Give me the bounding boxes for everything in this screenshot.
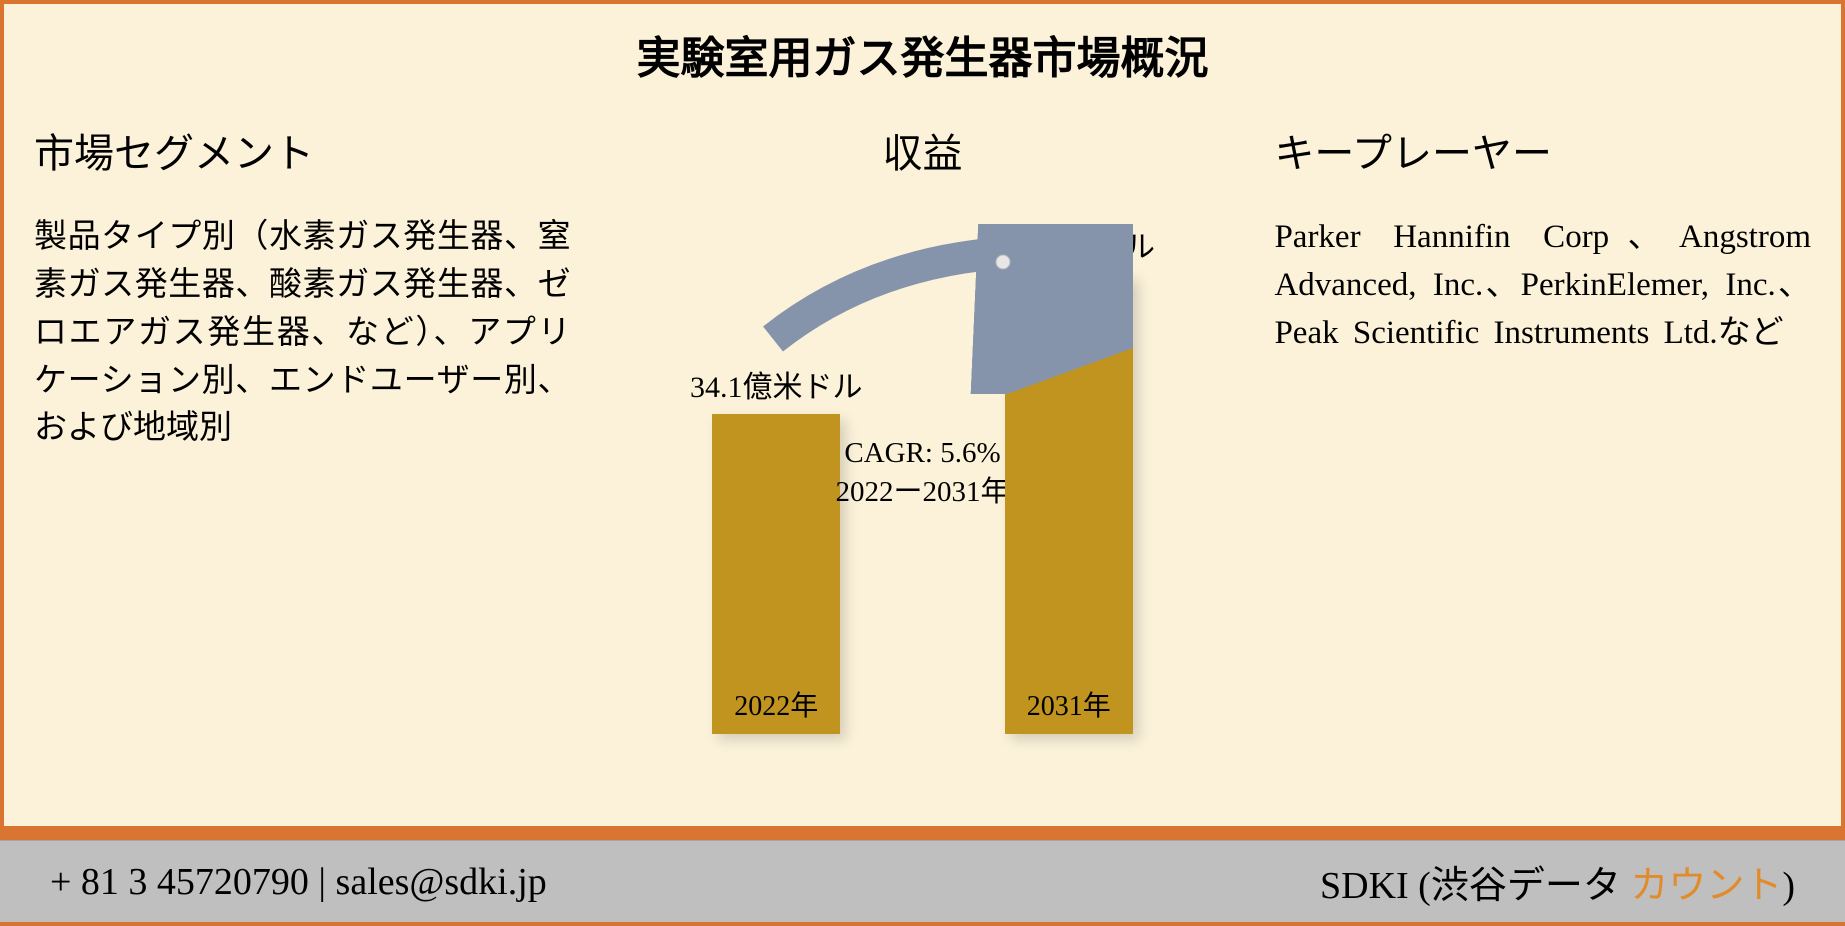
brand-plain: SDKI (渋谷データ — [1320, 865, 1630, 907]
infographic-frame: 実験室用ガス発生器市場概況 市場セグメント 製品タイプ別（水素ガス発生器、窒素ガ… — [0, 0, 1845, 926]
segment-text: 製品タイプ別（水素ガス発生器、窒素ガス発生器、酸素ガス発生器、ゼロエアガス発生器… — [34, 214, 571, 453]
column-players: キープレーヤー Parker Hannifin Corp、Angstrom Ad… — [1274, 121, 1811, 806]
contact-info: + 81 3 45720790 | sales@sdki.jp — [50, 860, 547, 904]
segment-header: 市場セグメント — [34, 121, 571, 179]
column-revenue: 収益 34.1億米ドル 2022年 — [601, 121, 1245, 806]
bar-2031-year: 2031年 — [1027, 684, 1111, 724]
growth-arrow-icon — [713, 224, 1133, 394]
players-text: Parker Hannifin Corp、Angstrom Advanced, … — [1274, 214, 1811, 358]
bar-2022-year: 2022年 — [734, 684, 818, 724]
footer-bar: + 81 3 45720790 | sales@sdki.jp SDKI (渋谷… — [0, 840, 1845, 926]
footer-divider — [0, 830, 1845, 840]
columns-wrap: 市場セグメント 製品タイプ別（水素ガス発生器、窒素ガス発生器、酸素ガス発生器、ゼ… — [34, 121, 1811, 806]
main-panel: 実験室用ガス発生器市場概況 市場セグメント 製品タイプ別（水素ガス発生器、窒素ガ… — [0, 0, 1845, 830]
brand-accent: カウント — [1630, 865, 1782, 907]
bar-2022: 34.1億米ドル 2022年 — [690, 362, 863, 734]
column-segment: 市場セグメント 製品タイプ別（水素ガス発生器、窒素ガス発生器、酸素ガス発生器、ゼ… — [34, 121, 571, 806]
players-header: キープレーヤー — [1274, 121, 1811, 179]
bar-2022-rect: 2022年 — [712, 414, 840, 734]
revenue-chart: 34.1億米ドル 2022年 CAGR: 5.6% 2022ー2031年 52.… — [601, 214, 1245, 734]
brand-label: SDKI (渋谷データ カウント) — [1320, 854, 1795, 909]
brand-close: ) — [1782, 865, 1795, 907]
page-title: 実験室用ガス発生器市場概況 — [34, 22, 1811, 86]
revenue-header: 収益 — [601, 121, 1245, 179]
